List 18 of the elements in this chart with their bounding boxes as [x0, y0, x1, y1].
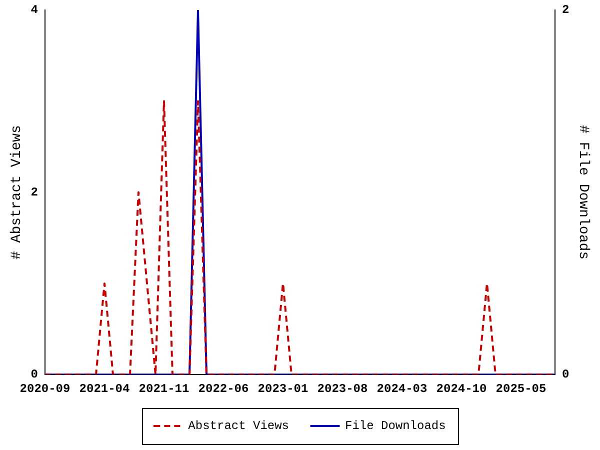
y-tick-label: 4	[30, 3, 38, 18]
x-tick-label: 2020-09	[20, 382, 70, 396]
x-tick-label: 2024-03	[376, 382, 428, 396]
y2-axis-title: # File Downloads	[574, 125, 591, 260]
x-tick-label: 2021-11	[138, 382, 190, 396]
legend-label: Abstract Views	[188, 419, 290, 434]
x-tick-label: 2023-08	[317, 382, 368, 396]
legend-label: File Downloads	[345, 419, 446, 434]
y-axis-title: # Abstract Views	[9, 125, 26, 260]
x-tick-label: 2021-04	[79, 382, 130, 396]
y2-tick-label: 0	[562, 368, 570, 382]
x-tick-label: 2023-01	[258, 382, 308, 396]
x-tick-label: 2025-05	[496, 382, 546, 396]
y2-tick-label: 2	[562, 3, 570, 18]
x-tick-label: 2024-10	[436, 382, 487, 396]
x-tick-label: 2022-06	[198, 382, 249, 396]
y-tick-label: 0	[30, 368, 38, 382]
y-tick-label: 2	[30, 185, 38, 200]
